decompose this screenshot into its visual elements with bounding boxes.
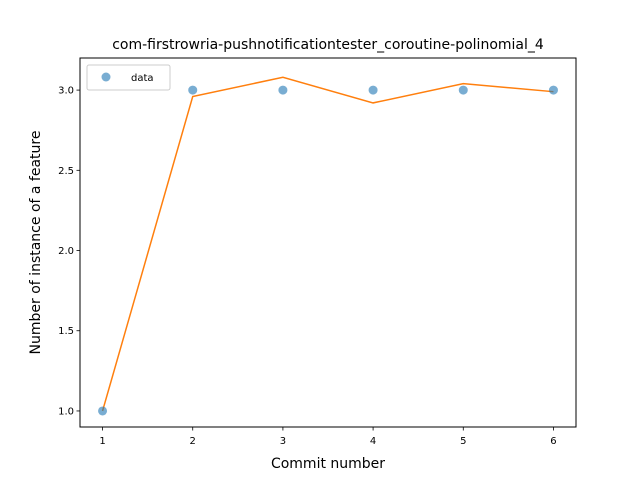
x-axis-label: Commit number — [271, 456, 385, 472]
y-tick-label-2.5: 2.5 — [58, 166, 74, 177]
legend-marker-data — [101, 72, 111, 82]
x-tick-label-1: 1 — [99, 436, 105, 447]
x-tick-label-2: 2 — [190, 436, 196, 447]
x-tick-label-5: 5 — [460, 436, 466, 447]
x-tick-label-6: 6 — [550, 436, 556, 447]
y-tick-label-1.5: 1.5 — [58, 326, 74, 337]
plot-frame — [79, 57, 577, 428]
legend: data — [86, 64, 171, 91]
chart-title: com-firstrowria-pushnotificationtester_c… — [112, 37, 544, 53]
data-point-2 — [188, 85, 198, 95]
fit-line-series — [101, 76, 554, 412]
y-axis-label: Number of instance of a feature — [28, 131, 44, 355]
legend-entry-data: data — [131, 73, 154, 84]
data-point-1 — [98, 406, 108, 416]
x-tick-label-4: 4 — [370, 436, 376, 447]
data-point-4 — [368, 85, 378, 95]
plot-area — [98, 76, 558, 416]
y-tick-label-2: 2.0 — [58, 246, 74, 257]
y-tick-label-3: 3.0 — [58, 86, 74, 97]
x-tick-label-3: 3 — [280, 436, 286, 447]
axis-ticks: 1 2 3 4 5 6 1.0 1.5 2.0 2.5 3.0 — [58, 86, 557, 447]
y-tick-label-1: 1.0 — [58, 406, 74, 417]
legend-box — [86, 64, 171, 91]
data-point-3 — [278, 85, 288, 95]
data-point-6 — [548, 85, 558, 95]
data-point-5 — [458, 85, 468, 95]
